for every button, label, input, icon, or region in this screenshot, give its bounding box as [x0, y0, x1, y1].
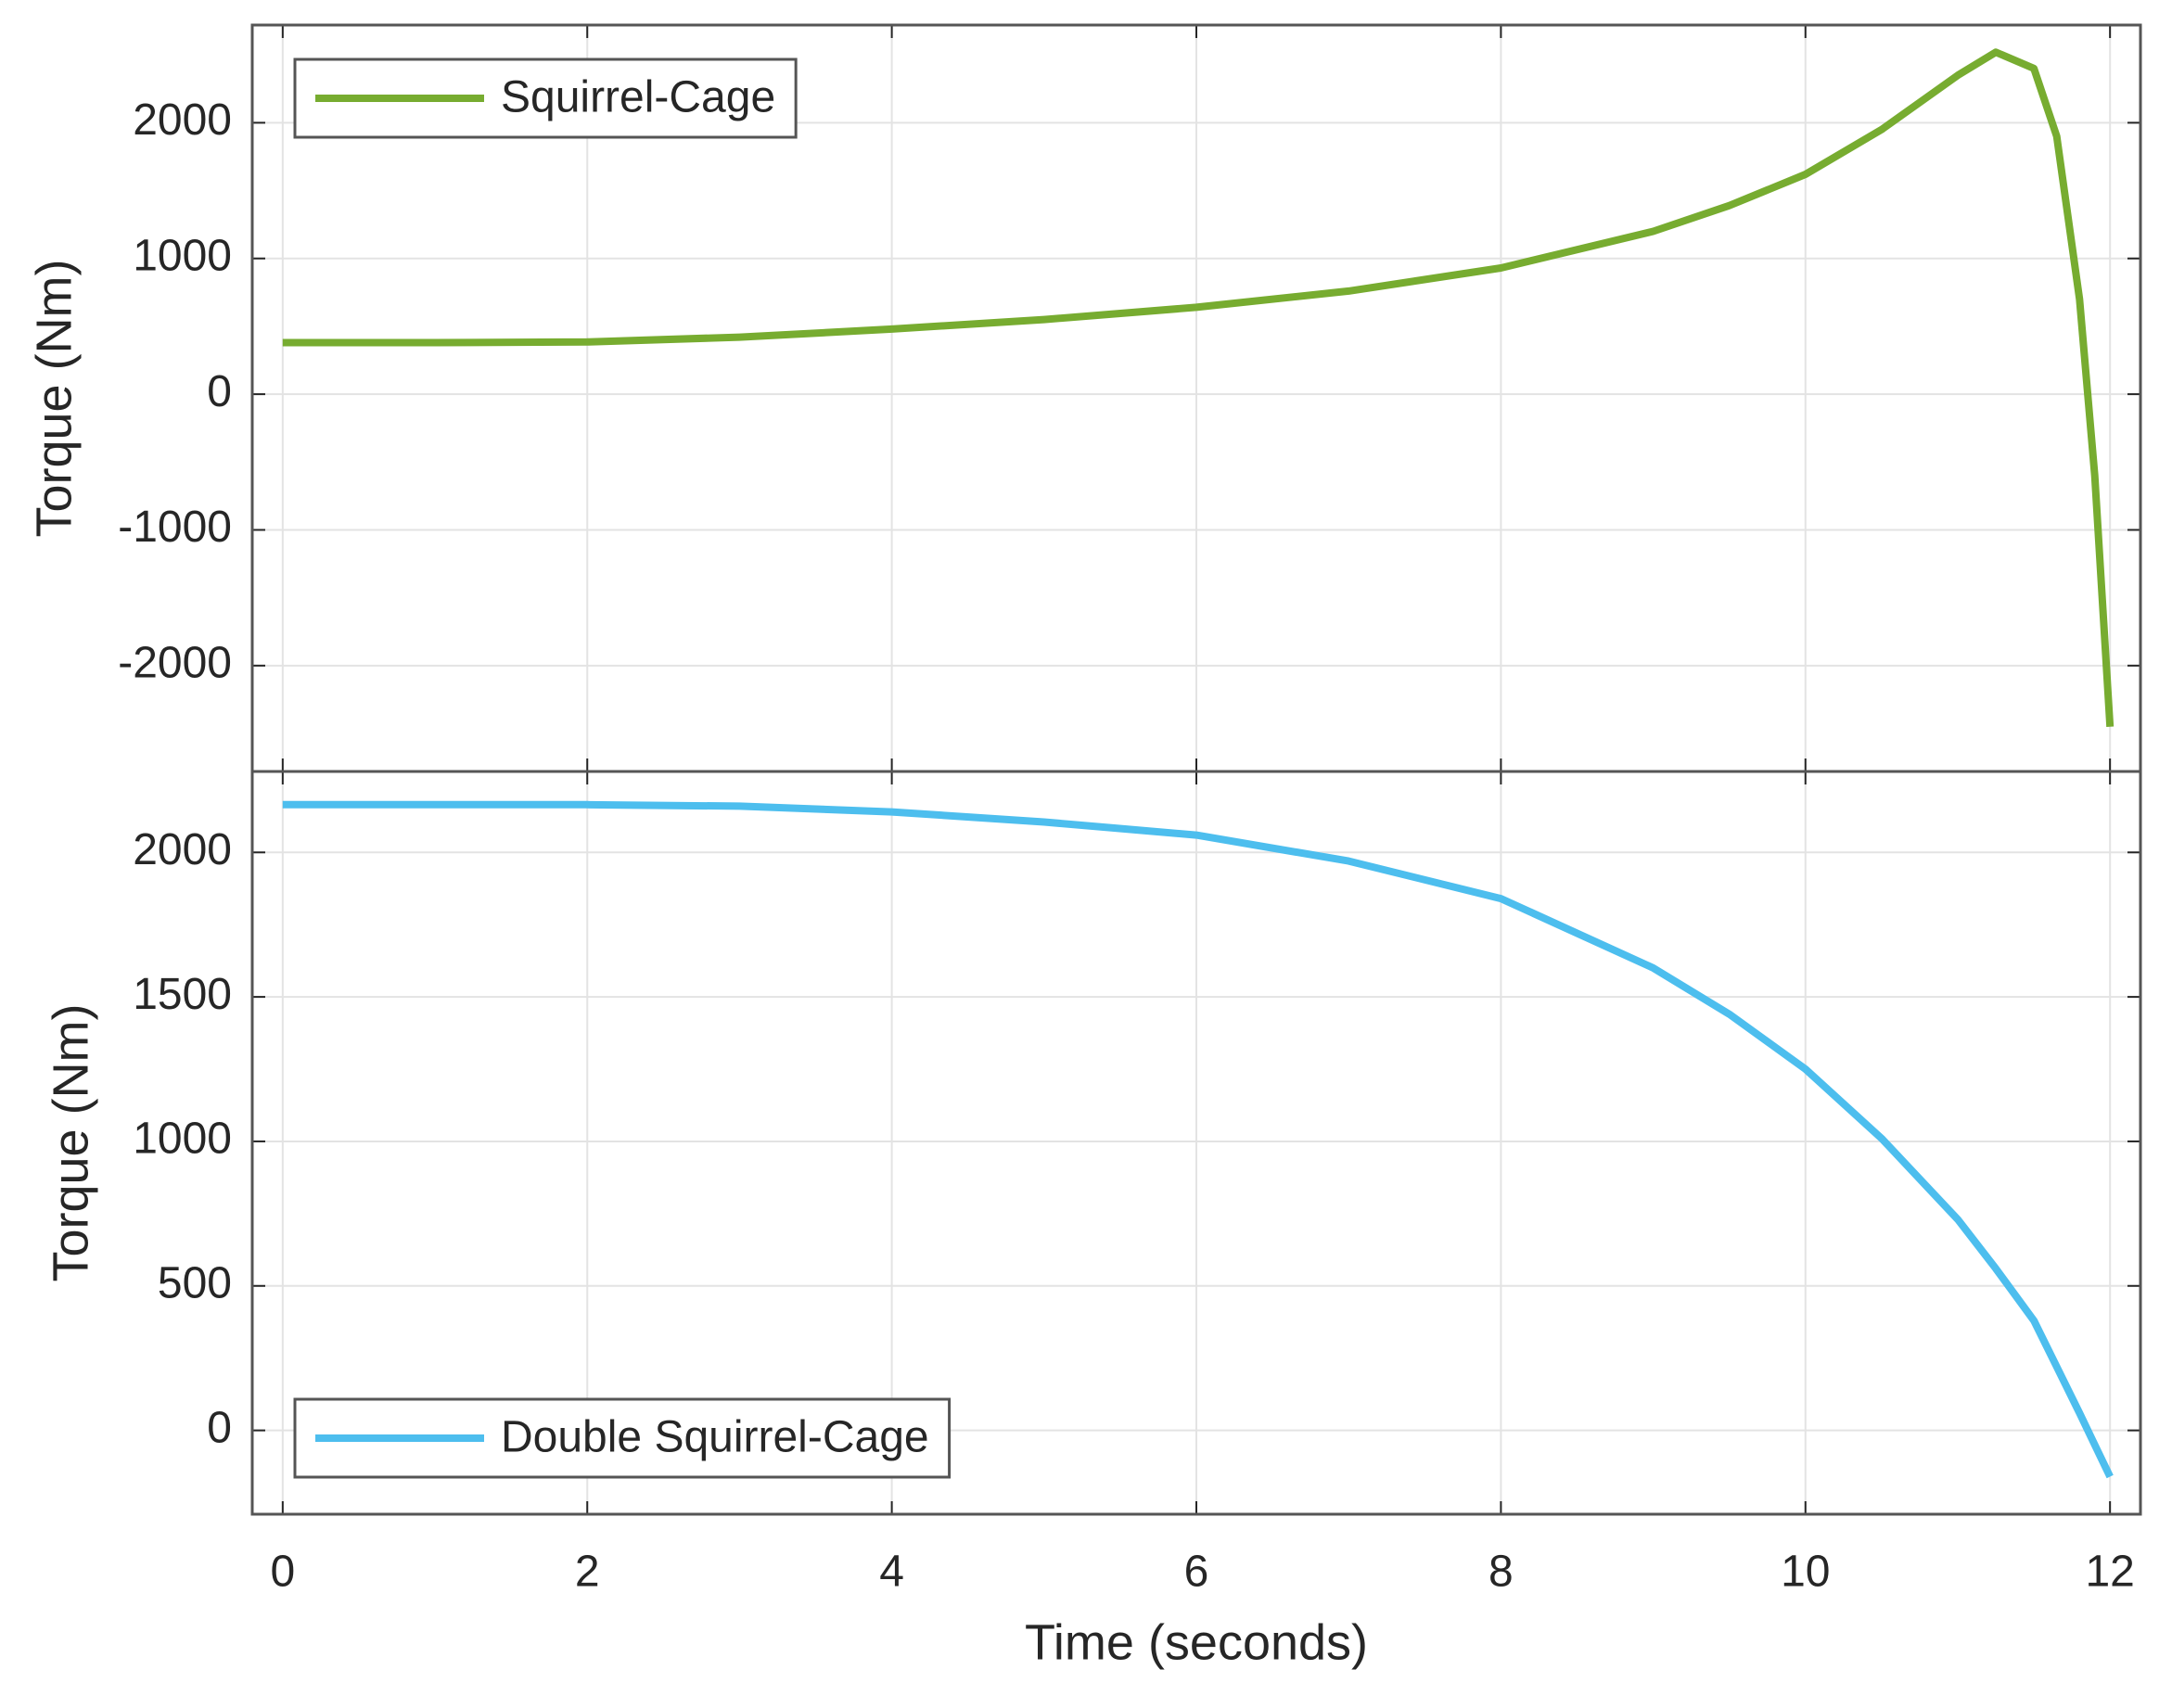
legend: Squirrel-Cage: [293, 57, 798, 139]
y-tick-label: -1000: [118, 503, 232, 552]
y-axis-label: Torque (Nm): [26, 259, 82, 537]
y-tick-label: 0: [207, 1403, 232, 1452]
x-tick-label: 2: [575, 1548, 600, 1597]
legend-box: [293, 1397, 952, 1479]
x-tick-label: 8: [1488, 1548, 1514, 1597]
legend-label: Double Squirrel-Cage: [501, 1413, 929, 1462]
data-line: [282, 800, 2114, 1479]
legend-label: Squirrel-Cage: [501, 73, 775, 122]
plot-frame: [250, 770, 2142, 1516]
x-tick-label: 4: [879, 1548, 904, 1597]
y-tick-label: 2000: [133, 96, 232, 145]
x-tick-label: 0: [270, 1548, 295, 1597]
y-tick-label: 1500: [133, 970, 232, 1019]
x-tick-label: 12: [2085, 1548, 2134, 1597]
legend: Double Squirrel-Cage: [293, 1397, 952, 1479]
x-axis-label: Time (seconds): [1025, 1614, 1368, 1670]
y-axis-label: Torque (Nm): [43, 1003, 98, 1281]
y-tick-label: 2000: [133, 825, 232, 874]
x-tick-label: 6: [1184, 1548, 1209, 1597]
y-tick-label: 1000: [133, 231, 232, 280]
y-tick-label: 1000: [133, 1115, 232, 1164]
data-line: [282, 48, 2115, 727]
y-tick-label: -2000: [118, 639, 232, 688]
y-tick-label: 0: [207, 367, 232, 416]
x-tick-label: 10: [1781, 1548, 1830, 1597]
y-tick-label: 500: [158, 1258, 232, 1307]
